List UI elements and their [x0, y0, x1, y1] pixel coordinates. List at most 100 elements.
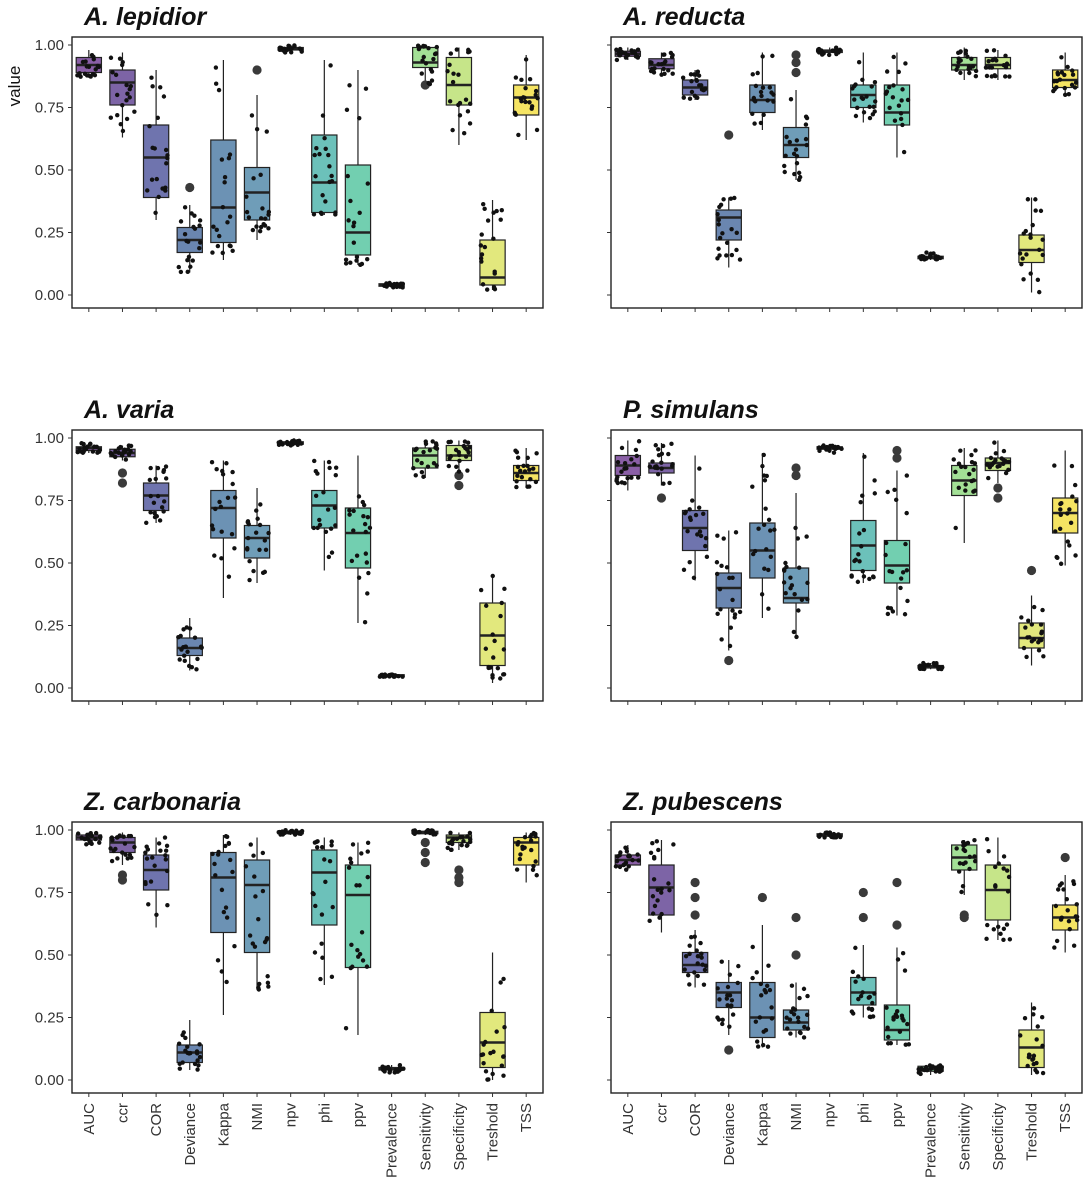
- data-point: [227, 152, 233, 157]
- data-point: [904, 510, 909, 516]
- box-phi: [311, 458, 339, 571]
- data-point: [354, 258, 359, 263]
- data-point: [483, 646, 489, 651]
- data-point: [84, 842, 89, 847]
- data-point: [995, 924, 1001, 930]
- data-point: [762, 478, 768, 483]
- data-point: [319, 941, 324, 946]
- panel-frame: [610, 429, 1083, 702]
- data-point: [832, 833, 837, 839]
- data-point: [647, 918, 652, 924]
- data-point: [905, 598, 910, 604]
- data-point: [498, 676, 503, 681]
- outlier-point: [724, 655, 734, 666]
- data-point: [659, 886, 664, 891]
- box-phi: [850, 52, 878, 123]
- box-auc: [614, 439, 642, 491]
- data-point: [906, 1042, 912, 1047]
- data-point: [258, 502, 263, 507]
- data-point: [120, 128, 126, 134]
- data-point: [388, 282, 394, 287]
- box-kappa: [749, 52, 776, 130]
- data-point: [795, 1015, 801, 1020]
- data-point: [728, 196, 734, 201]
- data-point: [434, 446, 440, 451]
- data-point: [382, 672, 388, 677]
- outlier-point: [791, 463, 801, 473]
- panel-1: A. reducta: [607, 3, 1083, 312]
- panel-title: Z. carbonaria: [83, 788, 241, 816]
- data-point: [1068, 520, 1074, 526]
- data-point: [967, 866, 972, 872]
- data-point: [619, 445, 625, 451]
- data-point: [788, 1031, 793, 1036]
- data-point: [973, 448, 978, 453]
- data-point: [329, 843, 334, 848]
- data-point: [853, 979, 858, 984]
- data-point: [716, 217, 721, 223]
- data-point: [648, 850, 654, 855]
- data-point: [383, 283, 389, 288]
- box-body: [412, 447, 439, 469]
- data-point: [148, 510, 153, 515]
- data-point: [181, 627, 186, 632]
- data-point: [186, 254, 192, 260]
- data-point: [182, 205, 188, 210]
- data-point: [695, 532, 700, 537]
- data-point: [289, 46, 294, 51]
- data-point: [993, 451, 999, 456]
- data-point: [84, 64, 90, 69]
- data-point: [329, 974, 335, 980]
- data-point: [715, 986, 720, 991]
- data-point: [1065, 908, 1070, 913]
- data-point: [348, 198, 353, 204]
- data-point: [680, 75, 686, 80]
- data-point: [692, 970, 697, 975]
- box-phi: [311, 60, 338, 217]
- data-point: [223, 834, 229, 839]
- data-point: [445, 845, 450, 851]
- data-point: [221, 909, 227, 915]
- data-point: [963, 464, 968, 470]
- data-point: [629, 475, 634, 480]
- data-point: [725, 984, 731, 990]
- box-kappa: [749, 452, 777, 618]
- data-point: [525, 455, 530, 461]
- data-point: [936, 666, 941, 672]
- data-point: [792, 1007, 798, 1012]
- data-point: [1070, 68, 1075, 73]
- data-point: [900, 122, 905, 128]
- data-point: [783, 153, 788, 158]
- data-point: [364, 560, 370, 565]
- data-point: [1003, 74, 1008, 79]
- data-point: [312, 458, 317, 464]
- data-point: [178, 219, 184, 224]
- data-point: [1006, 874, 1012, 880]
- data-point: [490, 632, 495, 637]
- x-tick-label: phi: [855, 1103, 872, 1123]
- data-point: [75, 831, 81, 836]
- data-point: [724, 565, 730, 570]
- data-point: [478, 256, 484, 261]
- data-point: [226, 574, 232, 579]
- data-point: [883, 540, 889, 546]
- data-point: [181, 1030, 186, 1035]
- outlier-point: [252, 65, 262, 75]
- data-point: [1032, 604, 1037, 610]
- data-point: [115, 92, 120, 98]
- data-point: [245, 535, 251, 541]
- data-point: [1004, 868, 1010, 873]
- data-point: [213, 65, 219, 70]
- data-point: [885, 1041, 891, 1046]
- data-point: [803, 122, 809, 127]
- data-point: [761, 452, 766, 458]
- data-point: [119, 850, 125, 855]
- data-point: [311, 525, 317, 531]
- data-point: [277, 47, 282, 53]
- data-point: [900, 570, 906, 575]
- data-point: [717, 204, 722, 210]
- data-point: [804, 534, 809, 539]
- data-point: [1017, 251, 1023, 256]
- data-point: [518, 852, 523, 857]
- data-point: [354, 254, 360, 260]
